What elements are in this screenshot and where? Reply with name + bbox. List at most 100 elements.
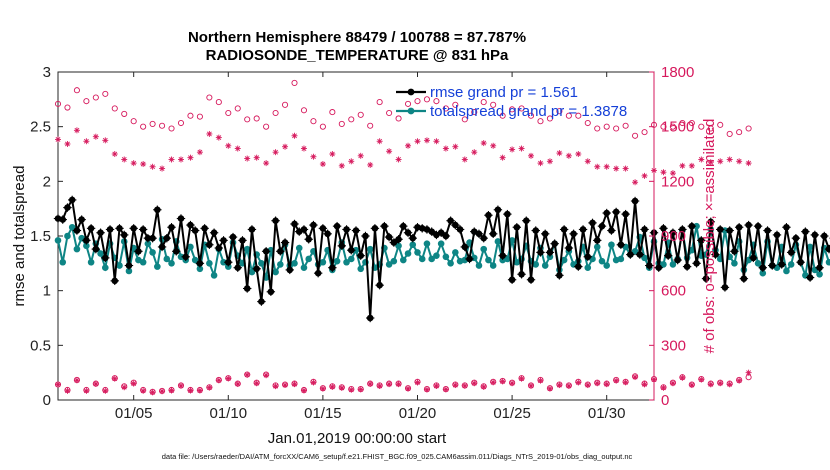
totalspread-point xyxy=(191,256,199,264)
assimilated-marker xyxy=(196,149,203,156)
possible-marker xyxy=(480,99,487,106)
assimilated_low-marker-stroke xyxy=(556,382,562,388)
assimilated-marker xyxy=(414,138,421,145)
assimilated-marker xyxy=(707,159,714,166)
assimilated_low-marker-stroke xyxy=(547,386,553,392)
assimilated-marker xyxy=(490,142,497,149)
possible-marker xyxy=(613,125,620,132)
assimilated-marker-stroke xyxy=(216,135,222,141)
assimilated_low-marker xyxy=(679,374,686,381)
assimilated-marker xyxy=(528,152,535,159)
assimilated-marker-stroke xyxy=(320,161,326,167)
assimilated-marker-stroke xyxy=(273,149,279,155)
assimilated-marker xyxy=(338,162,345,169)
possible-marker xyxy=(556,108,563,115)
assimilated-marker xyxy=(641,172,648,179)
possible-marker xyxy=(244,116,251,123)
assimilated-marker-stroke xyxy=(632,179,638,185)
assimilated-marker-stroke xyxy=(358,153,364,159)
totalspread-point xyxy=(759,269,767,277)
assimilated-marker-stroke xyxy=(339,163,345,169)
possible-marker xyxy=(234,105,241,112)
totalspread-point xyxy=(333,257,341,265)
possible-marker xyxy=(102,90,109,97)
possible-marker xyxy=(688,119,695,127)
totalspread-point xyxy=(64,232,71,240)
assimilated-marker xyxy=(575,151,582,157)
possible-marker xyxy=(348,116,355,123)
assimilated_low-marker-stroke xyxy=(736,378,742,384)
assimilated-marker-stroke xyxy=(566,153,572,159)
totalspread-point xyxy=(806,243,814,251)
assimilated_low-marker-stroke xyxy=(471,380,477,386)
assimilated-marker xyxy=(717,158,724,165)
assimilated-marker xyxy=(272,149,279,156)
assimilated-marker xyxy=(556,150,563,157)
assimilated-marker xyxy=(669,170,676,177)
possible-marker xyxy=(726,130,733,138)
totalspread-point xyxy=(504,255,511,263)
possible-marker xyxy=(319,123,326,130)
series-lines xyxy=(53,195,830,323)
totalspread-point xyxy=(731,260,738,267)
totalspread-point xyxy=(385,261,393,268)
assimilated-marker xyxy=(480,140,487,147)
assimilated-marker xyxy=(225,142,232,149)
totalspread-point xyxy=(277,261,284,268)
assimilated-marker-stroke xyxy=(575,151,581,157)
totalspread-point xyxy=(187,243,194,251)
assimilated_low-marker xyxy=(726,381,733,388)
totalspread-point xyxy=(409,241,417,249)
assimilated-marker xyxy=(433,138,440,145)
totalspread-point xyxy=(272,268,279,276)
assimilated-marker-stroke xyxy=(197,149,203,155)
assimilated_low-marker xyxy=(717,380,724,387)
assimilated-marker xyxy=(442,145,449,152)
assimilated_low-marker xyxy=(405,385,412,392)
assimilated_low-marker-stroke xyxy=(585,382,591,388)
assimilated_low-marker-stroke xyxy=(500,378,506,384)
assimilated_low-marker-stroke xyxy=(490,379,496,385)
totalspread-point xyxy=(196,265,204,273)
assimilated-marker-stroke xyxy=(131,160,137,166)
assimilated-marker-stroke xyxy=(348,158,354,164)
assimilated_low-marker xyxy=(215,377,222,384)
possible-marker xyxy=(159,122,166,129)
possible-marker xyxy=(565,112,572,119)
totalspread-point xyxy=(154,263,161,270)
assimilated_low-marker-stroke xyxy=(481,384,487,390)
assimilated_low-marker-stroke xyxy=(55,382,61,387)
totalspread-point xyxy=(366,245,374,253)
assimilated-marker xyxy=(310,153,317,160)
y-right-tick-label: 300 xyxy=(661,337,686,354)
assimilated-marker-stroke xyxy=(500,155,506,161)
possible-marker xyxy=(187,112,194,119)
assimilated-marker xyxy=(367,161,374,168)
assimilated_low-marker xyxy=(442,386,449,393)
possible-marker xyxy=(386,109,393,117)
assimilated_low-marker-stroke xyxy=(131,381,137,387)
assimilated-marker xyxy=(168,156,175,163)
assimilated_low-marker xyxy=(310,379,317,386)
totalspread-point xyxy=(54,237,62,244)
assimilated_low-marker xyxy=(632,374,639,381)
totalspread-point xyxy=(541,262,549,269)
x-tick-label: 01/30 xyxy=(588,405,626,422)
totalspread-point xyxy=(168,260,175,267)
assimilated-marker-stroke xyxy=(746,160,752,166)
assimilated_low-marker-stroke xyxy=(462,383,468,389)
assimilated_low-marker xyxy=(272,383,279,390)
assimilated_low-marker-stroke xyxy=(112,376,118,382)
assimilated_low-marker-stroke xyxy=(746,370,752,376)
assimilated_low-marker-stroke xyxy=(519,376,524,382)
assimilated-marker xyxy=(565,152,572,159)
assimilated_low-marker xyxy=(386,381,393,388)
totalspread-point xyxy=(423,240,431,247)
assimilated_low-marker-stroke xyxy=(263,372,269,378)
assimilated-marker xyxy=(726,156,733,163)
possible-marker xyxy=(423,96,431,103)
assimilated_low-marker xyxy=(480,383,487,390)
assimilated_low-marker xyxy=(669,380,676,387)
possible-marker xyxy=(367,122,374,129)
